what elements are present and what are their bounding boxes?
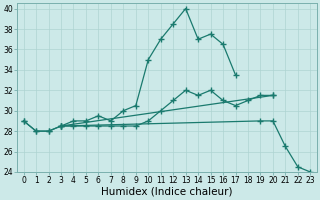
X-axis label: Humidex (Indice chaleur): Humidex (Indice chaleur) — [101, 187, 233, 197]
